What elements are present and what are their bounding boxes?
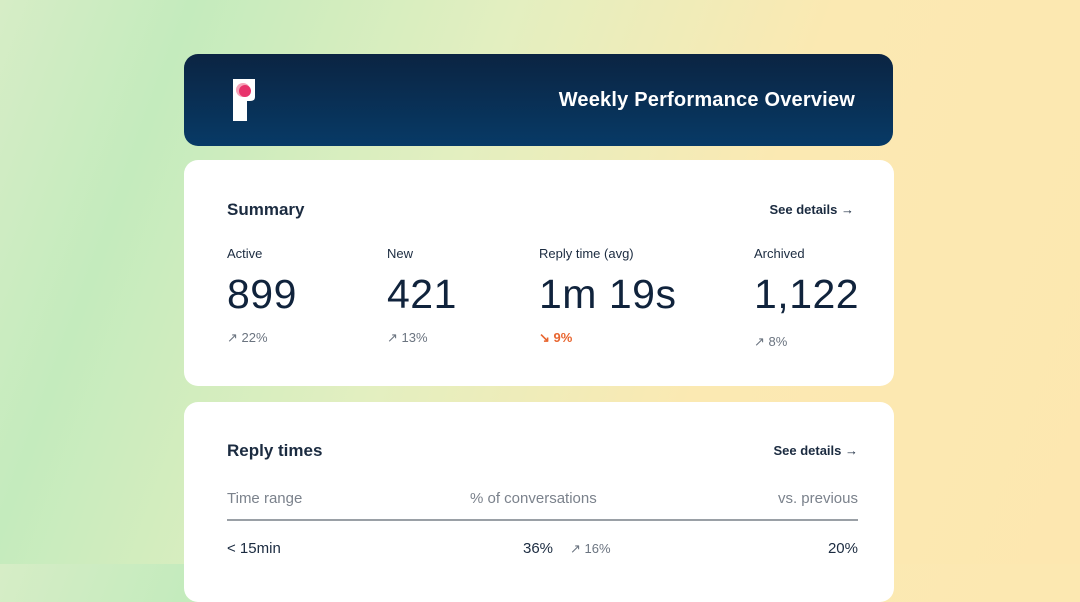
row-time-range: < 15min — [227, 540, 281, 557]
row-previous: 20% — [827, 540, 858, 557]
column-header-percent: % of conversations — [470, 490, 597, 507]
header-banner: Weekly Performance Overview — [184, 54, 893, 146]
brand-logo-icon — [233, 79, 255, 121]
stat-label: New — [387, 246, 414, 261]
summary-see-details-link[interactable]: See details → — [769, 202, 854, 217]
page-title: Weekly Performance Overview — [558, 89, 855, 111]
stat-label: Reply time (avg) — [539, 246, 634, 261]
table-header-divider — [227, 519, 858, 521]
column-header-time-range: Time range — [227, 490, 303, 507]
stat-change: ↗ 13% — [387, 330, 428, 345]
stat-value: 1,122 — [754, 271, 860, 317]
stat-change: ↗ 8% — [754, 334, 788, 349]
stat-value: 1m 19s — [539, 271, 677, 317]
reply-times-see-details-link[interactable]: See details → — [773, 443, 858, 458]
summary-title: Summary — [227, 200, 305, 219]
stat-value: 421 — [387, 271, 457, 317]
stat-value: 899 — [227, 271, 297, 317]
stat-reply-time: Reply time (avg) 1m 19s ↘ 9% — [539, 246, 676, 346]
stat-change: ↗ 22% — [227, 330, 268, 345]
row-percent: 36% — [523, 540, 554, 557]
column-header-vs-previous: vs. previous — [777, 490, 858, 507]
row-change: ↗ 16% — [570, 541, 611, 556]
stat-change: ↘ 9% — [539, 330, 573, 345]
reply-times-card: Reply times See details → Time range % o… — [184, 402, 894, 602]
stat-label: Archived — [754, 246, 805, 261]
stat-archived: Archived 1,122 ↗ 8% — [754, 246, 859, 350]
summary-card: Summary See details → Active 899 ↗ 22% N… — [184, 160, 894, 386]
stat-new: New 421 ↗ 13% — [387, 246, 457, 346]
stat-label: Active — [227, 246, 263, 261]
stat-active: Active 899 ↗ 22% — [227, 246, 297, 346]
reply-times-title: Reply times — [227, 441, 323, 460]
